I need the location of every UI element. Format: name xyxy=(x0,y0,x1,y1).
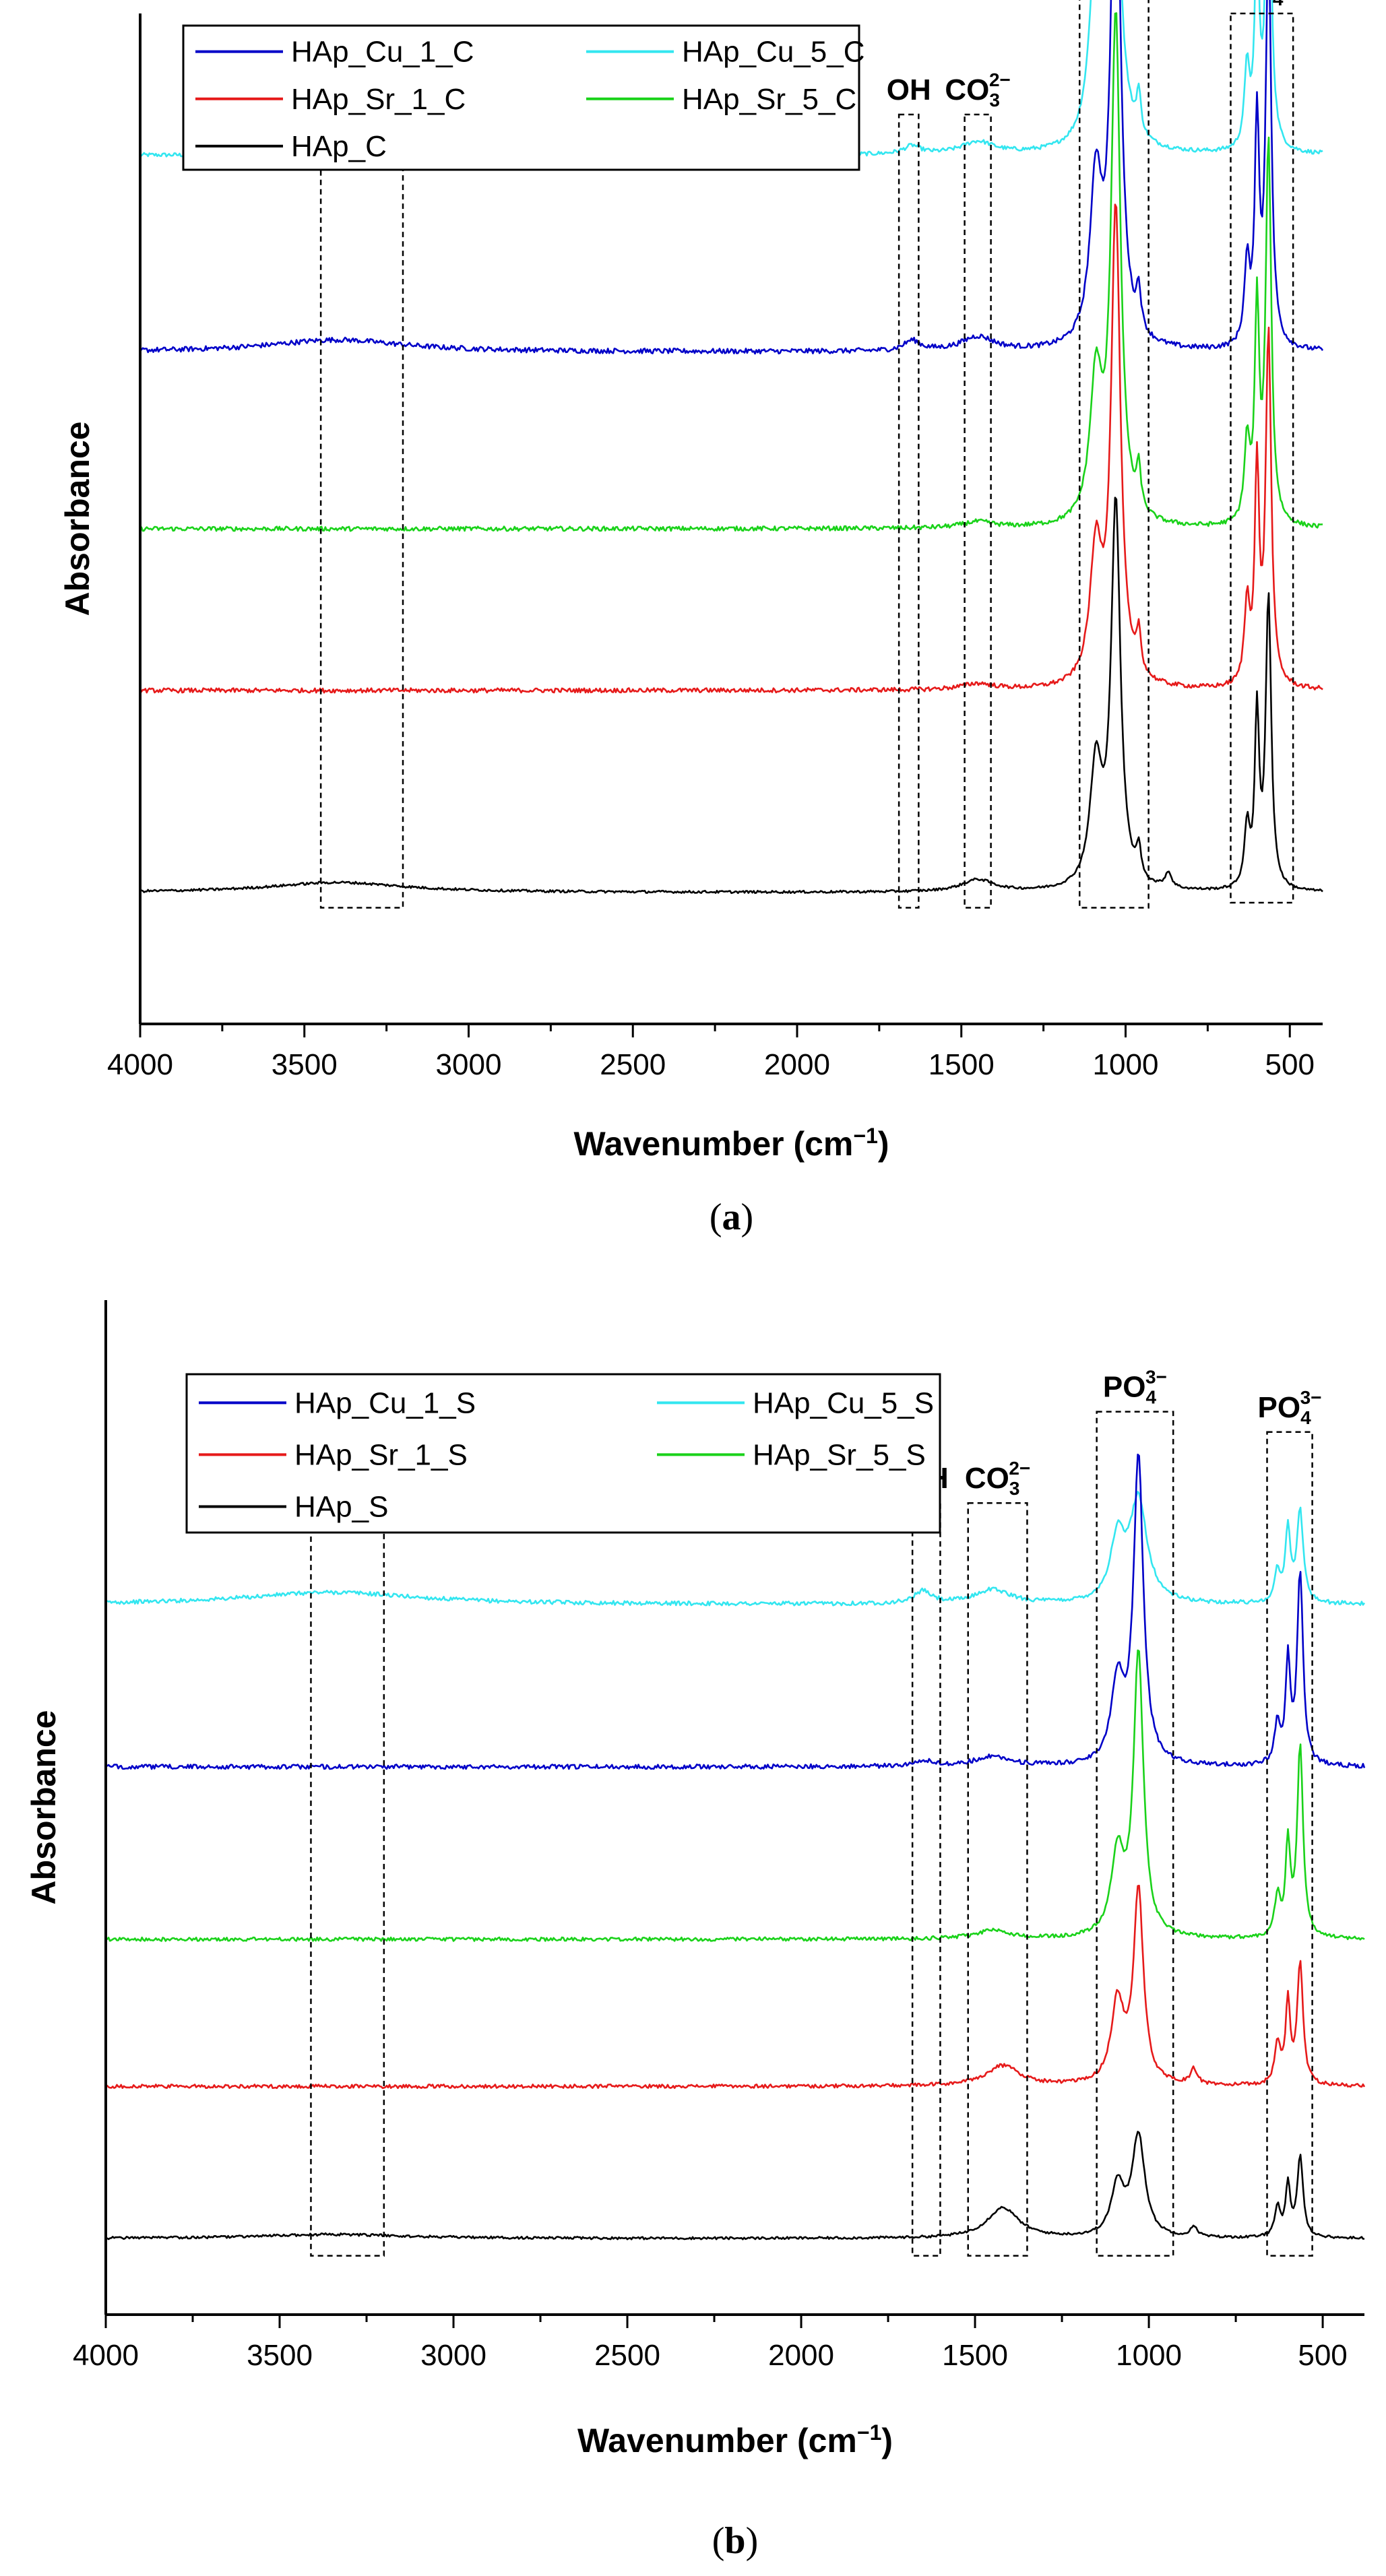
series-line-hap-sr-1-c xyxy=(139,203,1323,694)
x-tick-label-3000: 3000 xyxy=(436,1048,502,1081)
series-line-hap-c xyxy=(139,496,1323,895)
annotation-label-po-4: PO43− xyxy=(1258,1387,1322,1428)
legend-label-hap-sr-5-c: HAp_Sr_5_C xyxy=(682,83,856,116)
annotation-box-oh-0 xyxy=(319,133,404,909)
x-tick-label-1000: 1000 xyxy=(1116,2339,1182,2372)
x-tick-label-4000: 4000 xyxy=(73,2339,139,2372)
legend-frame xyxy=(182,24,860,171)
x-axis-title: Wavenumber (cm−1) xyxy=(573,1124,889,1163)
series-line-hap-sr-5-s xyxy=(105,1649,1365,1942)
legend-frame xyxy=(185,1373,941,1534)
legend-label-hap-cu-1-c: HAp_Cu_1_C xyxy=(291,36,474,69)
series-line-hap-sr-5-c xyxy=(139,12,1323,532)
legend-label-hap-sr-1-c: HAp_Sr_1_C xyxy=(291,83,466,116)
panel-label: (b) xyxy=(712,2520,758,2562)
annotation-box-oh-1 xyxy=(897,113,920,909)
panel-label: (a) xyxy=(710,1196,753,1238)
annotation-box-po-3 xyxy=(1079,0,1149,909)
annotation-label-co-2: CO32− xyxy=(965,1458,1031,1499)
series-line-hap-sr-1-s xyxy=(105,1884,1366,2090)
x-tick-label-1500: 1500 xyxy=(942,2339,1008,2372)
x-tick-label-2000: 2000 xyxy=(768,2339,834,2372)
x-tick-label-3500: 3500 xyxy=(247,2339,313,2372)
x-tick-label-3500: 3500 xyxy=(272,1048,338,1081)
series-line-hap-cu-1-c xyxy=(139,0,1324,355)
annotation-box-po-4 xyxy=(1266,1431,1313,2257)
x-tick-label-1500: 1500 xyxy=(928,1048,995,1081)
legend-label-hap-cu-5-c: HAp_Cu_5_C xyxy=(682,36,865,69)
panel-a: OHOHCO32−PO43−PO43−400035003000250020001… xyxy=(59,0,1324,1238)
legend-label-hap-sr-1-s: HAp_Sr_1_S xyxy=(294,1438,468,1471)
annotation-box-co-2 xyxy=(967,1502,1028,2257)
legend-label-hap-s: HAp_S xyxy=(294,1490,388,1523)
y-axis-title: Absorbance xyxy=(59,422,96,616)
annotation-label-oh-1: OH xyxy=(887,73,931,106)
x-axis-title: Wavenumber (cm−1) xyxy=(577,2420,893,2459)
legend-label-hap-cu-1-s: HAp_Cu_1_S xyxy=(294,1386,476,1419)
annotation-box-co-2 xyxy=(964,113,992,909)
legend: HAp_Cu_1_C HAp_Cu_5_C HAp_Sr_1_C HAp_Sr_5_C… xyxy=(182,24,865,171)
annotation-box-po-3 xyxy=(1096,1411,1174,2257)
panel-b: OHOHCO32−PO43−PO43−400035003000250020001… xyxy=(25,1300,1366,2562)
x-tick-label-2000: 2000 xyxy=(764,1048,830,1081)
annotation-box-po-4 xyxy=(1230,12,1294,904)
annotation-box-oh-0 xyxy=(310,1502,385,2257)
legend-label-hap-sr-5-s: HAp_Sr_5_S xyxy=(753,1438,926,1471)
annotation-label-po-3: PO43− xyxy=(1103,1367,1167,1408)
x-tick-label-500: 500 xyxy=(1298,2339,1347,2372)
x-tick-label-1000: 1000 xyxy=(1093,1048,1159,1081)
annotation-label-co-2: CO32− xyxy=(945,69,1011,110)
series-line-hap-cu-5-s xyxy=(105,1491,1366,1607)
legend-label-hap-cu-5-s: HAp_Cu_5_S xyxy=(753,1386,934,1419)
y-axis-title: Absorbance xyxy=(25,1710,63,1905)
series-line-hap-s xyxy=(106,2131,1365,2241)
legend-label-hap-c: HAp_C xyxy=(291,130,387,163)
x-tick-label-4000: 4000 xyxy=(107,1048,173,1081)
x-tick-label-2500: 2500 xyxy=(600,1048,666,1081)
legend: HAp_Cu_1_S HAp_Cu_5_S HAp_Sr_1_S HAp_Sr_5_S… xyxy=(185,1373,941,1534)
annotation-box-oh-1 xyxy=(911,1502,941,2257)
x-tick-label-3000: 3000 xyxy=(420,2339,486,2372)
x-tick-label-2500: 2500 xyxy=(594,2339,660,2372)
x-tick-label-500: 500 xyxy=(1265,1048,1315,1081)
series-line-hap-cu-1-s xyxy=(105,1453,1366,1770)
annotation-label-po-4: PO43− xyxy=(1230,0,1294,9)
